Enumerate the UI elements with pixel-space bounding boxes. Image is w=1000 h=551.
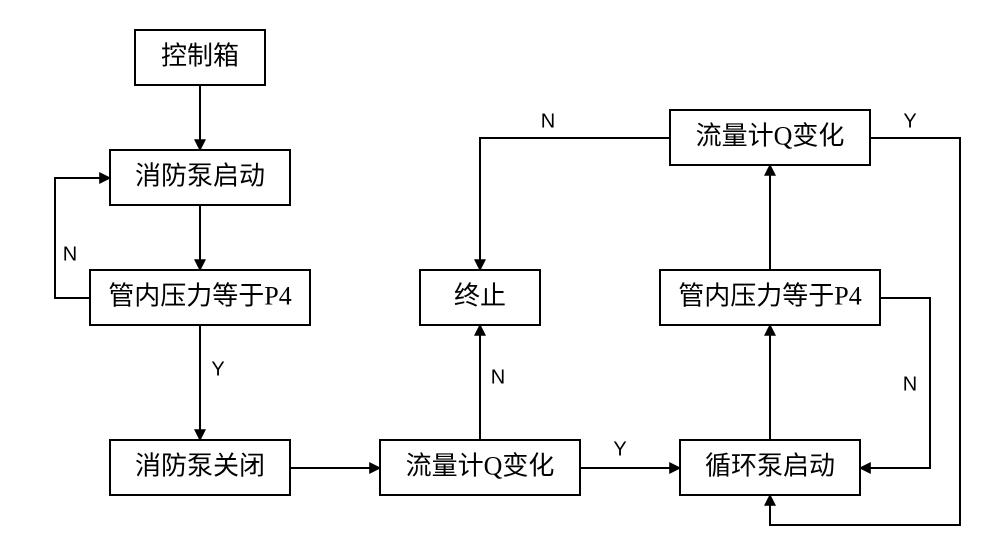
- flowchart-diagram: NYNYNNY控制箱消防泵启动管内压力等于P4消防泵关闭流量计Q变化终止循环泵启…: [0, 0, 1000, 551]
- edge-e11: [480, 138, 670, 270]
- node-control_box: 控制箱: [135, 30, 265, 85]
- node-pressure_p4_r: 管内压力等于P4: [660, 270, 880, 325]
- edge-label-e3: N: [63, 243, 77, 265]
- node-label-terminate: 终止: [454, 281, 506, 310]
- node-label-flow_q_mid: 流量计Q变化: [406, 451, 555, 480]
- node-label-pump_start: 消防泵启动: [135, 161, 265, 190]
- node-pump_close: 消防泵关闭: [110, 440, 290, 495]
- node-pressure_p4_l: 管内压力等于P4: [90, 270, 310, 325]
- node-pump_start: 消防泵启动: [110, 150, 290, 205]
- node-label-pressure_p4_l: 管内压力等于P4: [108, 281, 291, 310]
- node-flow_q_top: 流量计Q变化: [670, 110, 870, 165]
- node-flow_q_mid: 流量计Q变化: [380, 440, 580, 495]
- node-circ_start: 循环泵启动: [680, 440, 860, 495]
- node-label-pump_close: 消防泵关闭: [135, 451, 265, 480]
- node-terminate: 终止: [420, 270, 540, 325]
- edge-label-e4: Y: [211, 358, 224, 380]
- edge-label-e11: N: [541, 110, 555, 132]
- node-label-flow_q_top: 流量计Q变化: [696, 121, 845, 150]
- node-label-control_box: 控制箱: [161, 41, 239, 70]
- edge-label-e7: Y: [613, 438, 626, 460]
- node-label-circ_start: 循环泵启动: [705, 451, 835, 480]
- edge-label-e9: N: [903, 373, 917, 395]
- edge-label-e12: Y: [903, 110, 916, 132]
- node-label-pressure_p4_r: 管内压力等于P4: [678, 281, 861, 310]
- edge-label-e6: N: [491, 366, 505, 388]
